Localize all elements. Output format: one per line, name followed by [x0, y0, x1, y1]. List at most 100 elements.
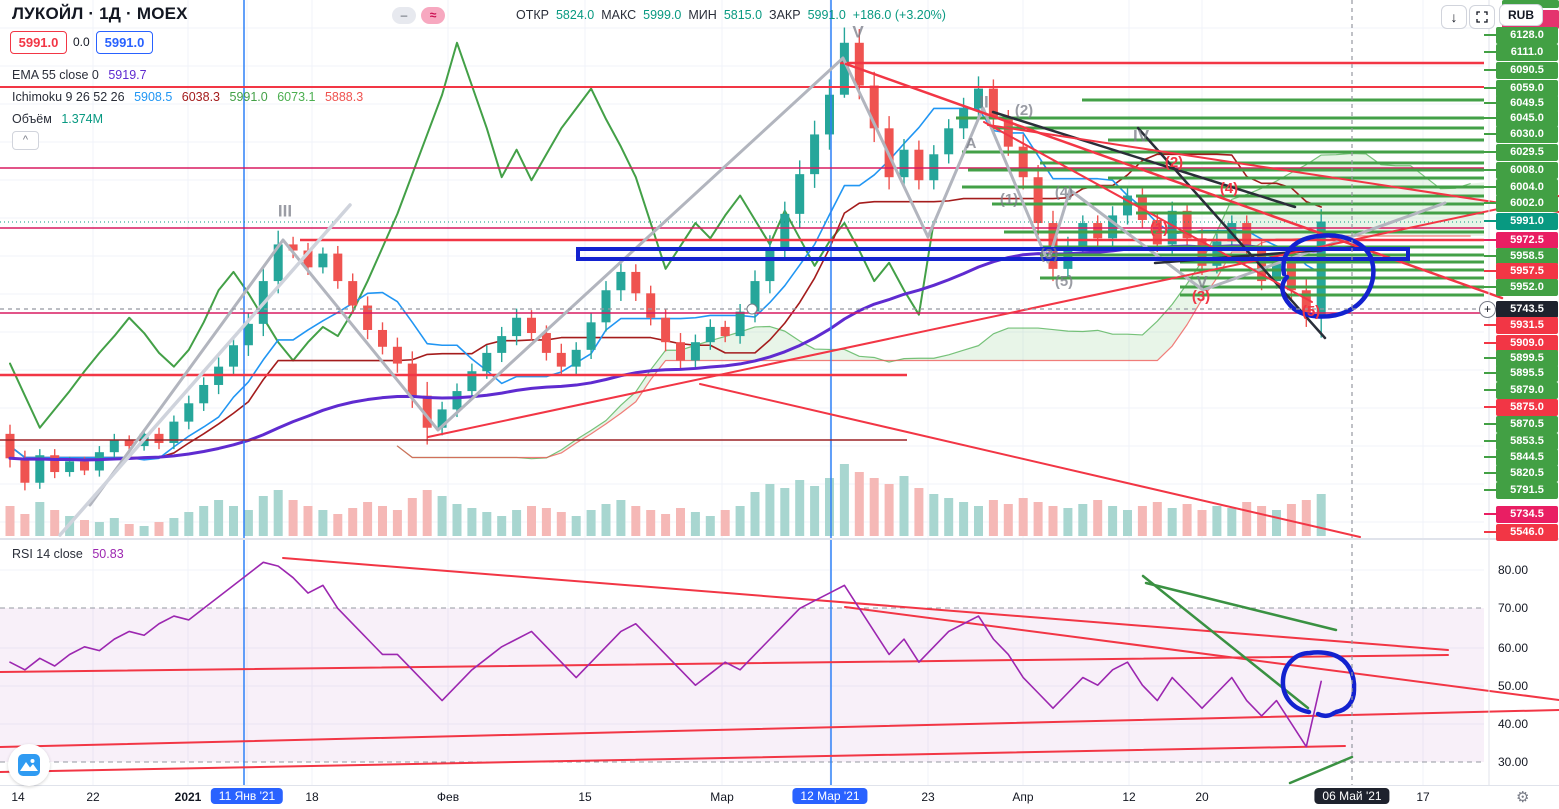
axis-settings-gear-icon[interactable]: ⚙: [1516, 789, 1530, 806]
rsi-scale-label: 40.00: [1498, 717, 1529, 731]
spread-value: 0.0: [73, 35, 90, 49]
wave-label[interactable]: (5): [1302, 303, 1320, 320]
ichimoku-kijun-value: 6038.3: [181, 90, 221, 104]
price-scale-label: 6049.5: [1496, 94, 1558, 112]
collapse-legend-button[interactable]: ^: [12, 131, 39, 150]
price-scale-label: 6008.0: [1496, 161, 1558, 179]
price-scale-label: 5972.5: [1496, 231, 1558, 249]
wave-label[interactable]: II: [979, 92, 988, 111]
volume-label: Объём: [12, 112, 52, 126]
price-scale-label: 6029.5: [1496, 143, 1558, 161]
price-scale-label: 5546.0: [1496, 523, 1558, 541]
price-scale-label: 5957.5: [1496, 262, 1558, 280]
time-axis-label: 20: [1195, 790, 1209, 804]
volume-value: 1.374M: [61, 112, 104, 126]
price-scale-label: 6030.0: [1496, 125, 1558, 143]
price-scale-label: 5931.5: [1496, 316, 1558, 334]
rsi-legend[interactable]: RSI 14 close 50.83: [12, 547, 124, 561]
currency-button[interactable]: RUB: [1499, 4, 1543, 26]
wave-label[interactable]: V: [852, 22, 864, 41]
price-scale-label: 5853.5: [1496, 432, 1558, 450]
price-scale-label: 6004.0: [1496, 178, 1558, 196]
open-label: ОТКР: [516, 8, 549, 22]
ichimoku-spana-value: 6073.1: [277, 90, 316, 104]
rsi-scale-label: 50.00: [1498, 679, 1529, 693]
wave-label[interactable]: (1): [1150, 220, 1168, 237]
minus-chip-button[interactable]: –: [392, 7, 416, 24]
rsi-scale-label: 30.00: [1498, 755, 1529, 769]
wave-label[interactable]: (5): [1055, 273, 1073, 290]
price-scale-label: 5895.5: [1496, 364, 1558, 382]
rsi-scale-label: 80.00: [1498, 563, 1529, 577]
change-value: +186.0 (+3.20%): [852, 8, 946, 22]
fullscreen-icon: [1476, 11, 1488, 23]
price-scale-label: 5870.5: [1496, 415, 1558, 433]
approx-chip-button[interactable]: ≈: [421, 7, 445, 24]
time-axis-date-chip: 06 Май '21: [1314, 788, 1390, 804]
price-scale-label: 6059.0: [1496, 79, 1558, 97]
time-axis-date-chip: 12 Мар '21: [792, 788, 868, 804]
price-scale-label: 6128.0: [1496, 26, 1558, 44]
high-value: 5999.0: [643, 8, 682, 22]
buy-button[interactable]: 5991.0: [96, 31, 153, 54]
rsi-scale-label: 70.00: [1498, 601, 1529, 615]
wave-label[interactable]: (2): [1015, 102, 1033, 119]
price-scale-label: 5820.5: [1496, 464, 1558, 482]
price-scale-label: 5952.0: [1496, 278, 1558, 296]
low-label: МИН: [688, 8, 717, 22]
download-button[interactable]: ↓: [1441, 5, 1467, 29]
time-axis-label: 17: [1416, 790, 1430, 804]
time-axis-label: 2021: [174, 790, 202, 804]
wave-label[interactable]: V: [1196, 272, 1208, 291]
add-alert-plus-button[interactable]: +: [1479, 301, 1496, 318]
close-value: 5991.0: [807, 8, 846, 22]
time-axis-label: Фев: [436, 790, 460, 804]
volume-legend[interactable]: Объём 1.374M: [12, 112, 103, 126]
wave-label[interactable]: А: [966, 135, 977, 152]
wave-label[interactable]: (4): [1055, 184, 1073, 201]
rsi-scale-label: 60.00: [1498, 641, 1529, 655]
price-scale-label: 5958.5: [1496, 247, 1558, 265]
price-scale-label: 6002.0: [1496, 194, 1558, 212]
time-axis[interactable]: 14 22 2021 11 Янв '21 18 Фев 15 Мар 12 Мар '21 23…: [0, 785, 1559, 809]
time-axis-label: 23: [921, 790, 935, 804]
wave-label[interactable]: (2): [1165, 154, 1183, 171]
price-scale-label: 5743.5: [1496, 300, 1558, 318]
ohlc-row: ОТКР 5824.0 МАКС 5999.0 МИН 5815.0 ЗАКР 5991…: [516, 8, 946, 22]
wave-label[interactable]: (3): [1192, 288, 1210, 305]
time-axis-label: 15: [578, 790, 592, 804]
ichimoku-chikou-value: 5991.0: [229, 90, 268, 104]
wave-label[interactable]: (1): [1000, 191, 1018, 208]
time-axis-label: Мар: [710, 790, 734, 804]
ichimoku-tenkan-value: 5908.5: [134, 90, 173, 104]
ichimoku-legend[interactable]: Ichimoku 9 26 52 26 5908.5 6038.3 5991.0…: [12, 90, 363, 104]
ichimoku-label: Ichimoku 9 26 52 26: [12, 90, 125, 104]
time-axis-label: Апр: [1012, 790, 1034, 804]
time-axis-date-chip: 11 Янв '21: [210, 788, 284, 804]
symbol-title[interactable]: ЛУКОЙЛ · 1Д · MOEX: [12, 4, 188, 23]
ema-value: 5919.7: [108, 68, 147, 82]
ema-label: EMA 55 close 0: [12, 68, 99, 82]
time-axis-label: 22: [86, 790, 100, 804]
ema-legend[interactable]: EMA 55 close 0 5919.7: [12, 68, 147, 82]
price-scale-label: 6045.0: [1496, 109, 1558, 127]
price-scale-label: 5909.0: [1496, 334, 1558, 352]
price-scale-label: 5734.5: [1496, 505, 1558, 523]
price-scale-label: 5791.5: [1496, 481, 1558, 499]
time-axis-label: 14: [11, 790, 25, 804]
price-scale-label: 5879.0: [1496, 381, 1558, 399]
price-scale-label: 6111.0: [1496, 43, 1558, 61]
wave-label[interactable]: (4): [1220, 180, 1238, 197]
fullscreen-button[interactable]: [1469, 5, 1495, 29]
wave-label[interactable]: IV: [1133, 126, 1150, 145]
sell-button[interactable]: 5991.0: [10, 31, 67, 54]
price-scale-label: 5875.0: [1496, 398, 1558, 416]
low-value: 5815.0: [723, 8, 763, 22]
broker-logo[interactable]: [8, 744, 50, 786]
wave-label[interactable]: (3): [1040, 246, 1058, 263]
price-scale-label: 6090.5: [1496, 61, 1558, 79]
time-axis-label: 12: [1122, 790, 1136, 804]
wave-label[interactable]: III: [278, 201, 292, 220]
